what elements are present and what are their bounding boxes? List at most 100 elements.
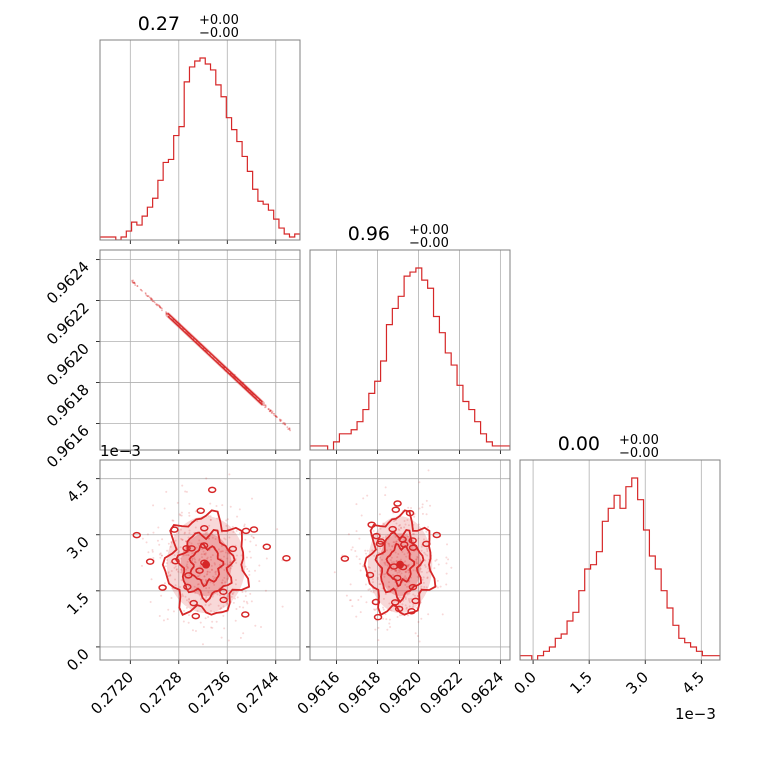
contour-island [241,527,251,535]
sample-point [382,606,385,609]
sample-point [209,518,212,521]
sample-point [174,584,177,587]
sample-point [209,502,212,505]
contour-island [393,500,402,507]
sample-point [254,624,257,627]
sample-point [185,568,188,571]
sample-point [418,640,421,643]
contour-island [422,540,431,548]
sample-point [408,592,411,595]
sample-point [265,405,267,408]
sample-point [158,553,161,556]
axes-frame [309,459,511,661]
sample-point [264,589,267,592]
sample-point [387,585,390,588]
sample-point [226,578,229,581]
sample-point [206,570,209,573]
sample-point [244,538,247,541]
sample-point [169,574,172,577]
x-tick-label: 0.2728 [136,668,186,718]
sample-point [159,306,161,309]
sample-point [273,414,276,417]
sample-point [390,556,393,559]
x-tick-label: 0.9616 [294,668,344,718]
sample-point [373,608,376,611]
sample-point [373,608,376,611]
sample-point [200,553,203,556]
sample-point [360,514,363,517]
sample-point [140,289,143,291]
sample-point [284,423,287,426]
sample-point [199,621,202,624]
sample-point [355,615,358,618]
sample-point [367,566,370,569]
sample-point [404,571,407,574]
sample-point [388,618,391,621]
contour-island [158,584,167,591]
y-tick-label: 0.0 [63,645,93,675]
sample-point [425,548,428,551]
axes-frame [99,459,301,661]
sample-point [172,519,175,522]
sample-point [404,570,407,573]
sample-point [404,597,407,600]
sample-point [401,603,404,606]
sample-point [170,569,173,572]
sample-point [150,297,152,300]
sample-point [158,305,161,308]
contour-island [408,537,417,544]
sample-point [378,583,381,586]
sample-point [191,629,194,632]
sample-point [441,613,444,616]
sample-point [203,575,206,578]
sample-point [245,556,248,559]
contour-line [385,542,416,588]
sample-point [367,588,370,591]
sample-point [158,543,161,546]
sample-point [208,571,211,574]
sample-point [206,531,209,534]
sample-point [250,600,253,603]
sample-point [379,583,382,586]
sample-point [197,575,200,578]
sample-point [198,539,201,542]
sample-point [417,523,420,526]
sample-point [179,568,182,571]
sample-point [435,558,438,561]
sample-point [208,537,211,540]
sample-point [165,562,168,565]
sample-point [365,601,368,604]
sample-point [180,511,183,514]
sample-point [416,555,419,558]
sample-point [422,538,425,541]
sample-point [179,546,182,549]
sample-point [355,555,358,558]
sample-point [427,613,430,616]
sample-point [220,636,223,639]
sample-point [382,536,385,539]
sample-point [166,558,169,561]
sample-point [157,304,160,306]
sample-point [213,576,216,579]
sample-point [415,558,418,561]
sample-point [390,609,393,612]
sample-point [371,578,374,581]
sample-point [150,298,153,301]
sample-point [423,586,426,589]
sample-point [394,551,397,554]
sample-point [133,281,136,284]
sample-point [202,550,205,553]
sample-point [404,523,407,526]
sample-point [148,296,151,299]
sample-point [197,542,200,545]
sample-point [211,595,214,598]
contour-island [195,567,204,574]
sample-point [234,619,237,622]
sample-point [152,300,154,303]
sample-point [388,544,391,547]
sample-point [408,605,411,608]
sample-point [181,594,184,597]
sample-point [234,583,237,586]
sample-point [214,573,217,576]
sample-point [407,524,410,527]
